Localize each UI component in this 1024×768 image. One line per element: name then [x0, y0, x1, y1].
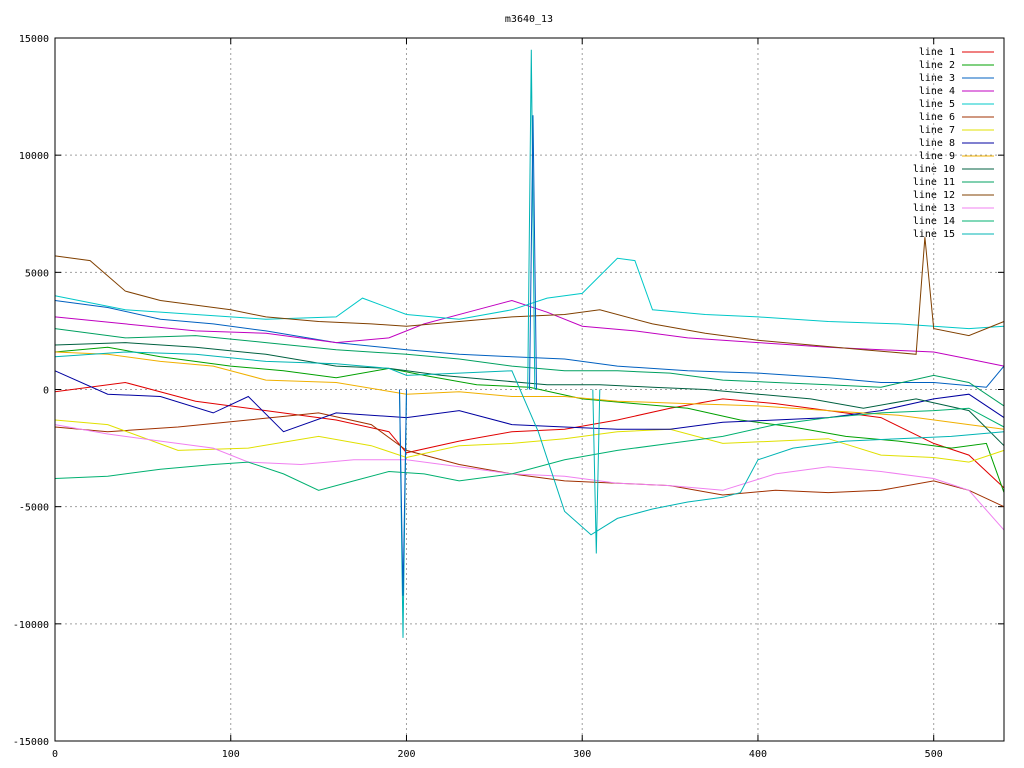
series-line-12 [54, 237, 1005, 355]
x-tick-label: 400 [749, 749, 767, 760]
y-tick-label: 0 [43, 386, 49, 397]
series-line-11 [54, 328, 1005, 407]
series-line-6 [54, 412, 1005, 508]
legend-label: line 4 [919, 86, 955, 97]
legend-label: line 7 [919, 125, 955, 136]
series-line-15 [54, 351, 1005, 536]
x-tick-label: 100 [222, 749, 240, 760]
series-line-9 [54, 351, 1005, 430]
series-line-1 [54, 381, 1005, 489]
series-line-2 [54, 346, 1005, 493]
series-line-10 [54, 342, 1005, 447]
series-spike [529, 115, 537, 390]
series-line-8 [54, 370, 1005, 433]
x-tick-label: 500 [925, 749, 943, 760]
legend-label: line 14 [913, 216, 955, 227]
legend-label: line 2 [919, 60, 955, 71]
series-line-4 [54, 299, 1005, 367]
series-line-5 [54, 257, 1005, 330]
x-tick-label: 0 [52, 749, 58, 760]
legend-label: line 9 [919, 151, 955, 162]
legend-label: line 3 [919, 73, 955, 84]
legend-label: line 15 [913, 229, 955, 240]
grid [54, 37, 1004, 742]
legend-label: line 13 [913, 203, 955, 214]
series-spike [592, 389, 601, 554]
y-tick-label: 15000 [19, 34, 49, 45]
legend-label: line 5 [919, 99, 955, 110]
plot-frame [54, 37, 1005, 742]
legend-label: line 12 [913, 190, 955, 201]
legend-label: line 10 [913, 164, 955, 175]
y-tick-label: 10000 [19, 151, 49, 162]
series-line-7 [54, 419, 1005, 463]
legend-label: line 6 [919, 112, 955, 123]
axis-tick-labels: -15000 -10000 -5000 0 5000 10000 15000 0 100 200 3… [13, 34, 943, 760]
legend-label: line 1 [919, 47, 955, 58]
series-spike [399, 389, 407, 596]
y-tick-label: -15000 [13, 737, 49, 748]
y-tick-label: -10000 [13, 620, 49, 631]
series-spike [527, 49, 536, 390]
x-tick-label: 200 [397, 749, 415, 760]
legend-label: line 11 [913, 177, 955, 188]
y-tick-label: 5000 [25, 268, 49, 279]
series-line-14 [54, 407, 1005, 491]
chart-title: m3640_13 [505, 14, 553, 25]
legend: line 1 line 2 line 3 line 4 line 5 line 6 line… [913, 47, 994, 240]
x-tick-label: 300 [573, 749, 591, 760]
series-line-13 [54, 424, 1005, 531]
legend-label: line 8 [919, 138, 955, 149]
y-tick-label: -5000 [19, 503, 49, 514]
series-lines [54, 49, 1005, 638]
series-line-3 [54, 300, 1005, 388]
